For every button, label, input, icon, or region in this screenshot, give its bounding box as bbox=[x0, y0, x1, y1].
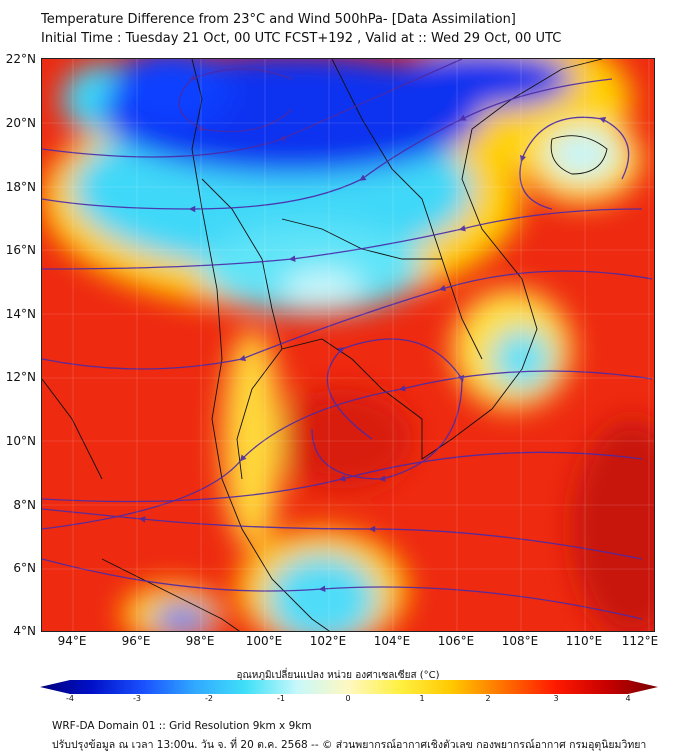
lat-label: 6°N bbox=[13, 561, 36, 575]
colorbar-tick: 3 bbox=[553, 694, 559, 703]
footer-credit: ปรับปรุงข้อมูล ณ เวลา 13:00น. วัน จ. ที่… bbox=[52, 739, 647, 751]
colorbar-tick: -2 bbox=[205, 694, 213, 703]
lon-label: 102°E bbox=[309, 634, 347, 648]
lat-label: 10°N bbox=[5, 434, 36, 448]
lat-label: 14°N bbox=[5, 307, 36, 321]
colorbar-tick: -4 bbox=[66, 694, 74, 703]
colorbar-tick: 0 bbox=[345, 694, 351, 703]
lon-label: 108°E bbox=[501, 634, 539, 648]
lon-label: 110°E bbox=[565, 634, 603, 648]
lat-label: 12°N bbox=[5, 370, 36, 384]
lon-label: 98°E bbox=[185, 634, 215, 648]
colorbar-tick: -3 bbox=[133, 694, 141, 703]
temperature-wind-map bbox=[41, 58, 655, 632]
chart-subtitle: Initial Time : Tuesday 21 Oct, 00 UTC FC… bbox=[41, 31, 562, 46]
colorbar-label: อุณหภูมิเปลี่ยนแปลง หน่วย องศาเซลเซียส (… bbox=[236, 670, 440, 681]
chart-title: Temperature Difference from 23°C and Win… bbox=[41, 12, 516, 27]
lon-label: 94°E bbox=[57, 634, 87, 648]
lon-label: 106°E bbox=[437, 634, 475, 648]
lat-label: 22°N bbox=[5, 52, 36, 66]
lon-label: 96°E bbox=[121, 634, 151, 648]
colorbar bbox=[40, 680, 658, 694]
lat-label: 16°N bbox=[5, 243, 36, 257]
lon-label: 100°E bbox=[245, 634, 283, 648]
colorbar-tick: 2 bbox=[485, 694, 491, 703]
colorbar-tick: 1 bbox=[419, 694, 425, 703]
lat-label: 18°N bbox=[5, 180, 36, 194]
colorbar-tick: 4 bbox=[625, 694, 631, 703]
lat-label: 20°N bbox=[5, 116, 36, 130]
lon-label: 104°E bbox=[373, 634, 411, 648]
lon-label: 112°E bbox=[621, 634, 659, 648]
colorbar-tick: -1 bbox=[277, 694, 285, 703]
heatmap-layer bbox=[42, 59, 654, 631]
lat-label: 4°N bbox=[13, 624, 36, 638]
footer-model-info: WRF-DA Domain 01 :: Grid Resolution 9km … bbox=[52, 720, 312, 732]
lat-label: 8°N bbox=[13, 498, 36, 512]
